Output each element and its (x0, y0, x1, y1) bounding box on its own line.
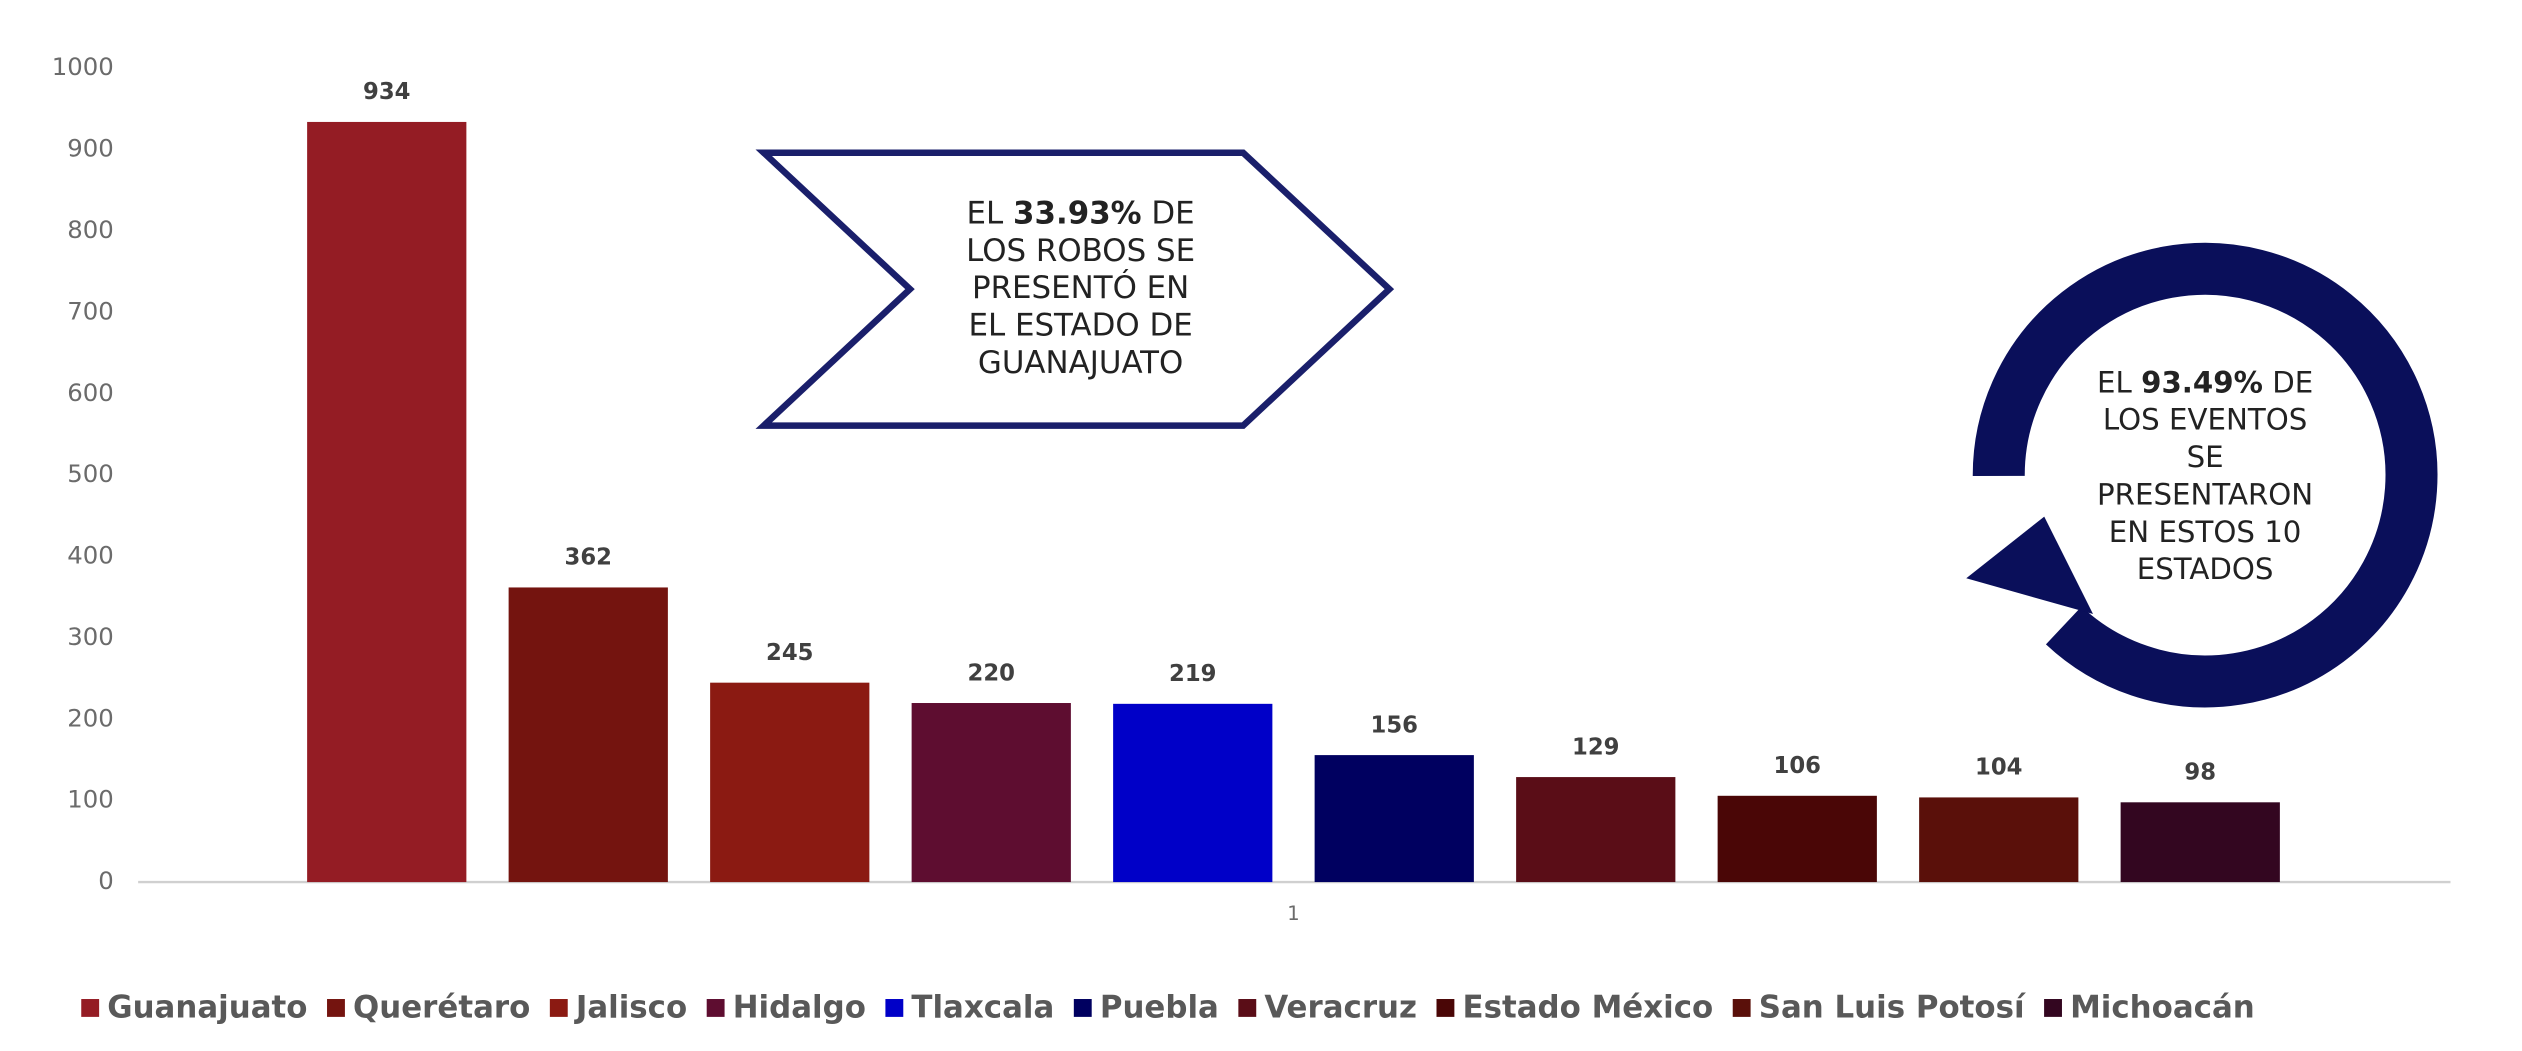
x-tick-label: 1 (1287, 902, 1299, 925)
legend-swatch (327, 999, 345, 1017)
annotation-line: EN ESTOS 10 (2109, 514, 2302, 548)
bar (2120, 802, 2280, 883)
annotation-text: DE (1142, 195, 1195, 231)
value-label: 129 (1572, 734, 1619, 760)
banner-shape (755, 149, 1395, 429)
legend-label: Tlaxcala (911, 989, 1054, 1025)
bar (911, 703, 1071, 883)
bar (1113, 703, 1273, 883)
annotation-line: ESTADOS (2137, 552, 2274, 586)
bar (1516, 777, 1676, 883)
annotation-text: LOS EVENTOS (2103, 402, 2307, 436)
y-tick-label: 700 (67, 296, 114, 325)
annotation-text: 93.49% (2141, 365, 2263, 399)
value-label: 220 (968, 660, 1015, 686)
bar (1919, 797, 2079, 883)
legend-swatch (2044, 999, 2062, 1017)
value-label: 934 (363, 79, 410, 105)
legend-label: Puebla (1100, 989, 1219, 1025)
value-label: 156 (1371, 712, 1418, 738)
y-tick-label: 400 (67, 541, 114, 570)
bar (508, 587, 668, 883)
annotation-line: EL 93.49% DE (2097, 365, 2313, 399)
annotation-text: DE (2263, 365, 2313, 399)
legend-swatch (81, 999, 100, 1017)
legend-label: Estado México (1462, 989, 1713, 1025)
legend-label: Querétaro (353, 989, 530, 1025)
annotation-line: PRESENTÓ EN (972, 269, 1189, 306)
annotation-text: 33.93% (1013, 195, 1142, 231)
legend-label: Hidalgo (733, 989, 866, 1025)
y-tick-label: 800 (67, 215, 114, 244)
value-label: 219 (1169, 661, 1216, 687)
annotation-text: GUANAJUATO (978, 344, 1183, 380)
legend-label: Michoacán (2070, 989, 2255, 1025)
annotation-text: LOS ROBOS SE (966, 232, 1195, 268)
y-tick-label: 0 (98, 866, 114, 895)
annotation-text: EL ESTADO DE (968, 307, 1192, 343)
annotation-line: LOS EVENTOS (2103, 402, 2307, 436)
bar (710, 682, 870, 883)
annotation-line: EL 33.93% DE (967, 195, 1195, 231)
legend-swatch (885, 999, 904, 1017)
circular-arrow (1972, 242, 2438, 708)
legend-label: San Luis Potosí (1759, 989, 2026, 1025)
annotation-text: EL (2097, 365, 2141, 399)
legend-label: Jalisco (574, 989, 687, 1025)
bar (1717, 795, 1877, 883)
annotation-line: GUANAJUATO (978, 344, 1183, 380)
bar (1314, 755, 1474, 883)
annotation-text: ESTADOS (2137, 552, 2274, 586)
annotation-line: PRESENTARON (2097, 477, 2313, 511)
value-label: 98 (2184, 760, 2216, 786)
annotation-line: LOS ROBOS SE (966, 232, 1195, 268)
y-tick-label: 100 (67, 785, 114, 814)
annotation-text: SE (2187, 440, 2224, 474)
y-tick-label: 600 (67, 378, 114, 407)
annotation-line: SE (2187, 440, 2224, 474)
value-label: 104 (1975, 755, 2022, 781)
bar (307, 121, 467, 883)
legend-label: Guanajuato (107, 989, 307, 1025)
annotation-text: PRESENTÓ EN (972, 269, 1189, 306)
annotation-line: EL ESTADO DE (968, 307, 1192, 343)
legend-swatch (549, 999, 568, 1017)
y-tick-label: 1000 (52, 52, 114, 81)
legend-swatch (706, 999, 725, 1017)
y-tick-label: 300 (67, 622, 114, 651)
legend-swatch (1073, 999, 1092, 1017)
annotation-text: EN ESTOS 10 (2109, 514, 2302, 548)
legend-swatch (1732, 999, 1751, 1017)
value-label: 245 (766, 640, 813, 666)
y-tick-label: 200 (67, 703, 114, 732)
y-tick-label: 900 (67, 134, 114, 163)
y-tick-label: 500 (67, 459, 114, 488)
legend-label: Veracruz (1264, 989, 1417, 1025)
value-label: 106 (1774, 753, 1821, 779)
value-label: 362 (565, 545, 612, 571)
annotation-text: PRESENTARON (2097, 477, 2313, 511)
legend-swatch (1238, 999, 1257, 1017)
annotation-text: EL (967, 195, 1014, 231)
legend-swatch (1436, 999, 1455, 1017)
arrow-head (1966, 516, 2093, 615)
